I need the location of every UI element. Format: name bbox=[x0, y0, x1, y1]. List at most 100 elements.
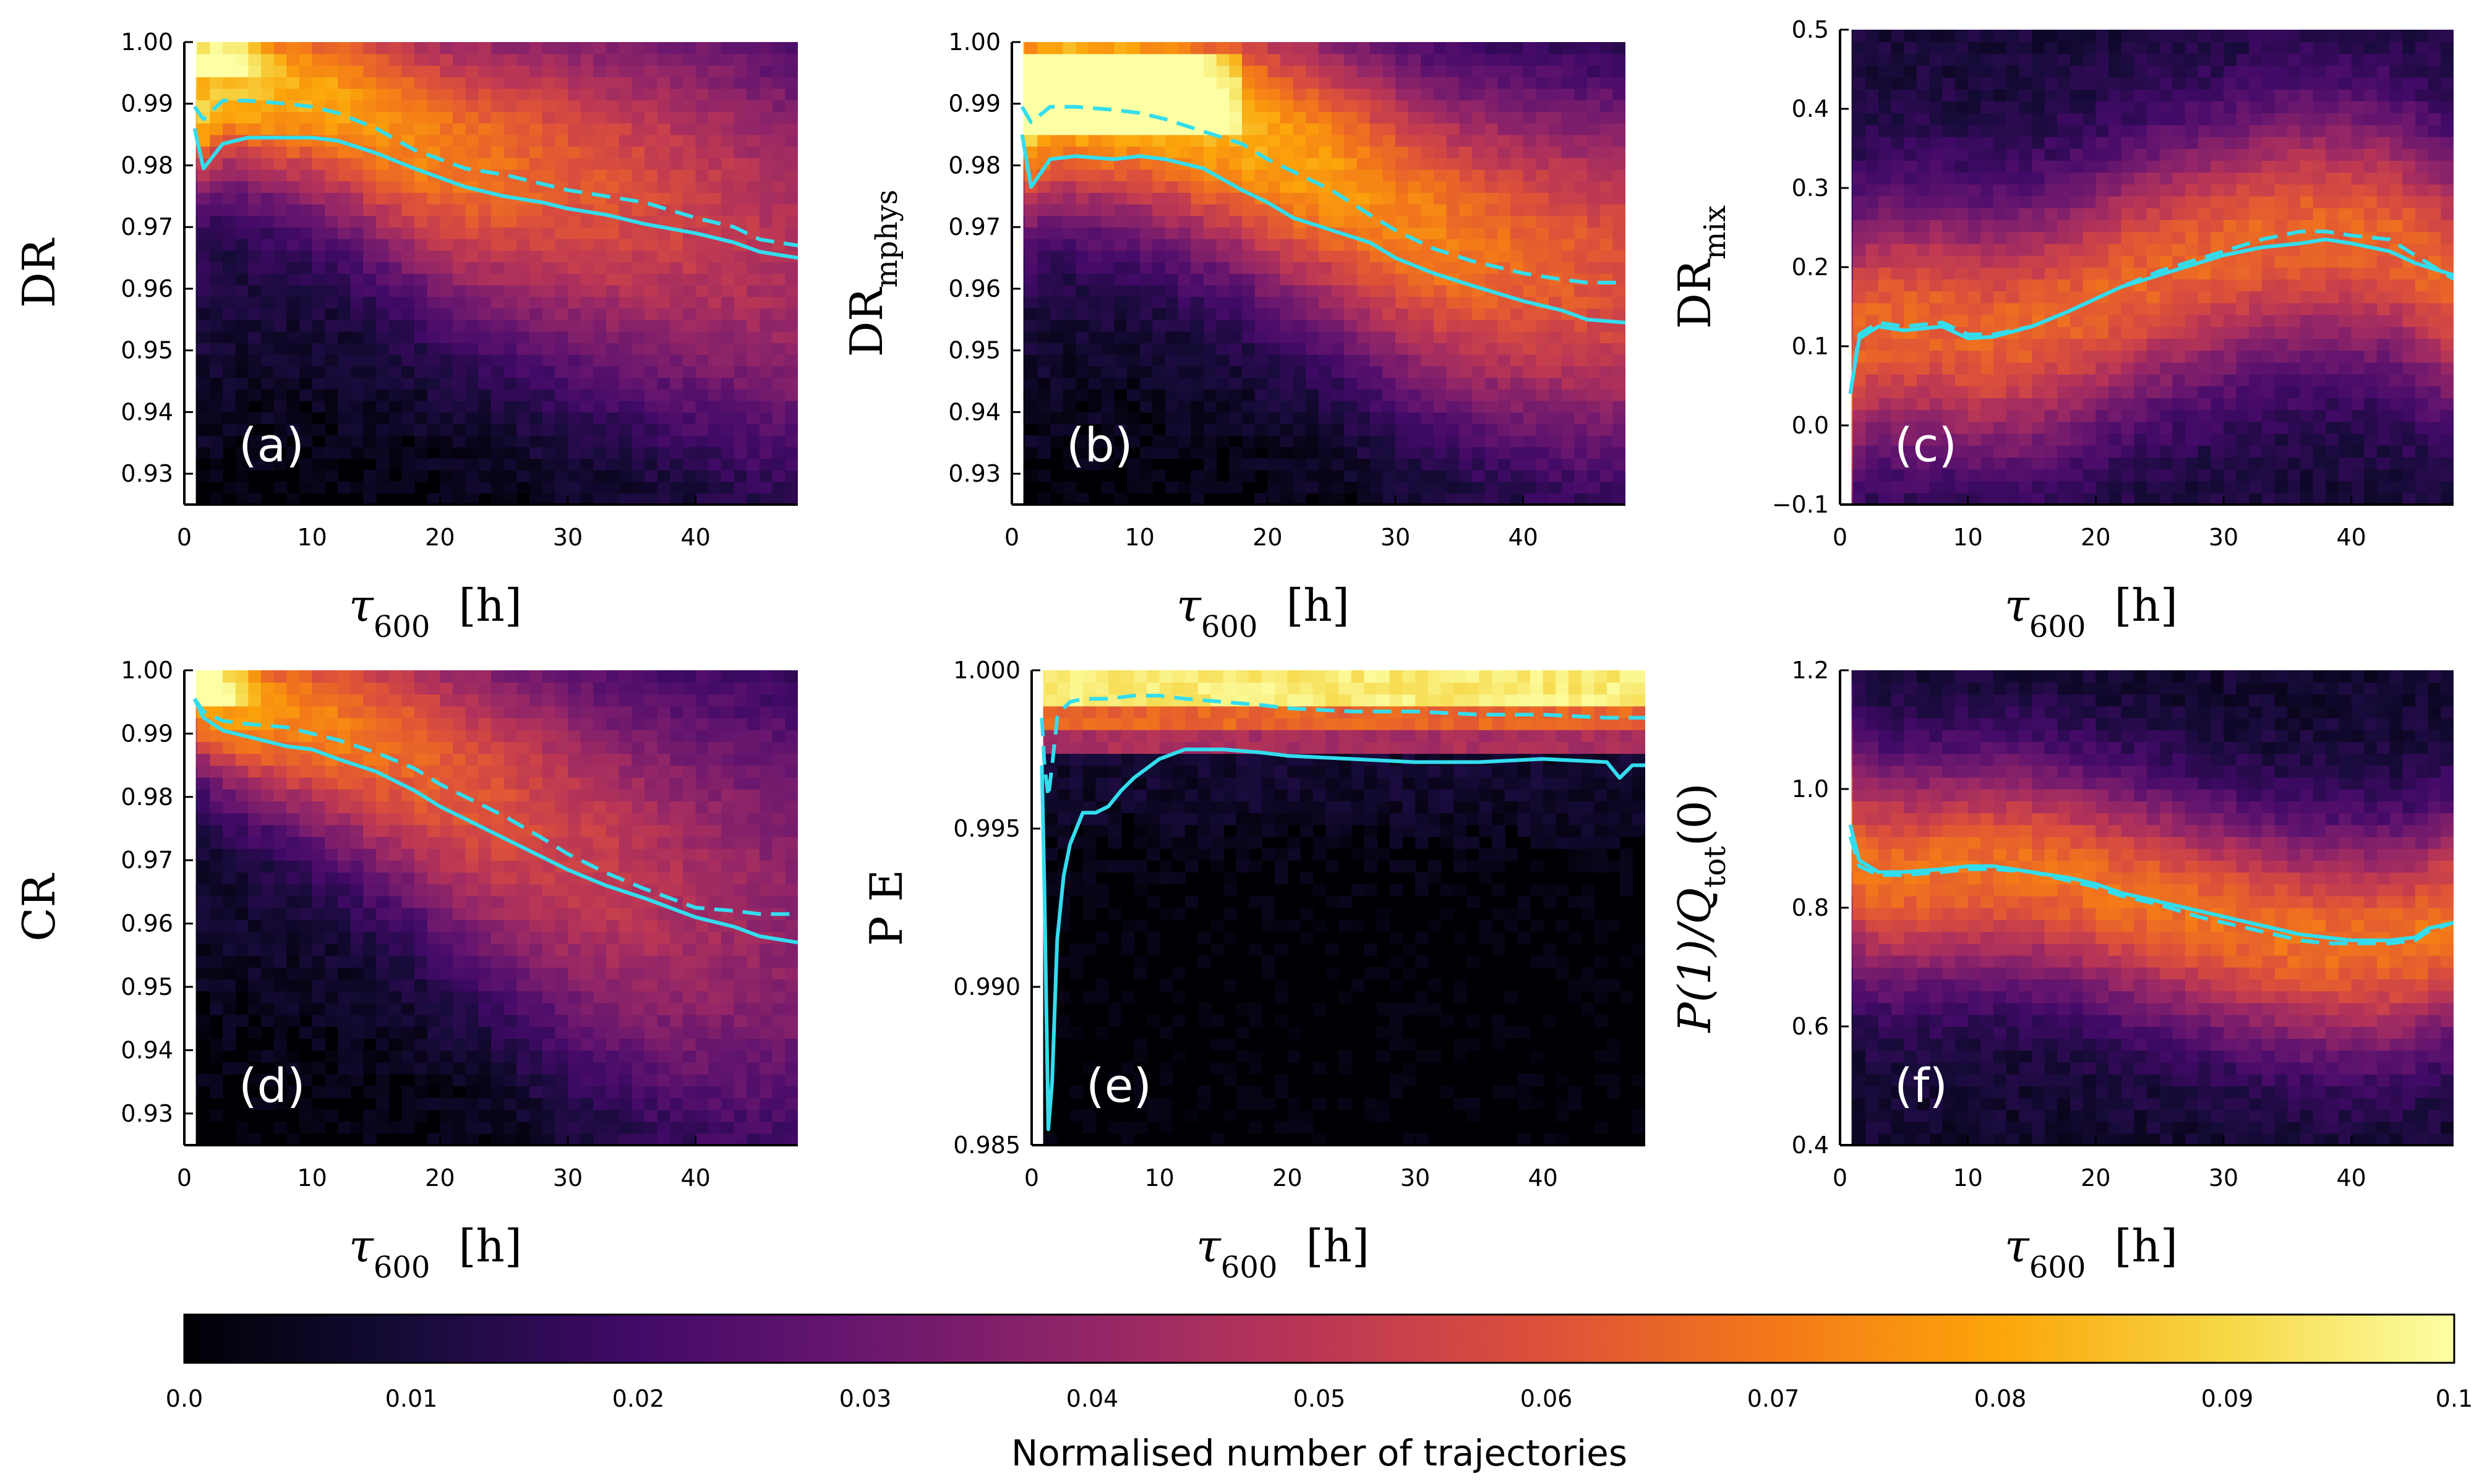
colorbar-tick-label: 0.03 bbox=[839, 1385, 892, 1412]
y-tick-label: 0.5 bbox=[1792, 16, 1829, 43]
colorbar-tick-label: 0.02 bbox=[612, 1385, 665, 1412]
y-tick-label: 0.97 bbox=[121, 846, 173, 874]
panel-label: (e) bbox=[1086, 1058, 1152, 1113]
x-tick-label: 40 bbox=[2336, 1164, 2366, 1192]
y-tick-label: 1.0 bbox=[1792, 775, 1829, 803]
y-tick-label: 0.97 bbox=[948, 213, 1001, 241]
colorbar-title: Normalised number of trajectories bbox=[1011, 1432, 1627, 1474]
series-solid-line bbox=[1020, 134, 1625, 325]
x-tick-label: 30 bbox=[553, 524, 583, 551]
y-tick-label: 1.2 bbox=[1792, 657, 1829, 684]
x-tick-label: 30 bbox=[553, 1164, 583, 1192]
x-tick-label: 20 bbox=[2081, 1164, 2110, 1192]
y-tick-label: 0.96 bbox=[948, 275, 1001, 302]
colorbar-tick-label: 0.07 bbox=[1747, 1385, 1800, 1412]
colorbar-gradient bbox=[183, 1313, 2455, 1364]
panel-e: 0 10 20 30 40 0.985 0.990 0.995 1.000 τ600 [h] P E (… bbox=[860, 657, 1645, 1285]
colorbar-tick-label: 0.05 bbox=[1293, 1385, 1346, 1412]
panel-label: (a) bbox=[239, 417, 304, 472]
x-axis-label: τ600 [h] bbox=[1196, 1220, 1369, 1285]
x-tick-label: 40 bbox=[1508, 524, 1538, 551]
y-tick-label: −0.1 bbox=[1772, 491, 1829, 518]
y-tick-label: 0.93 bbox=[121, 460, 173, 487]
x-tick-label: 0 bbox=[1004, 524, 1019, 551]
series-solid-line bbox=[1848, 237, 2454, 394]
panel-c: 0 10 20 30 40 −0.1 0.0 0.1 0.2 0.3 0.4 0.5 τ600 [h] DR… bbox=[1669, 16, 2454, 644]
y-tick-label: 0.2 bbox=[1792, 254, 1829, 281]
x-tick-label: 30 bbox=[2209, 1164, 2238, 1192]
y-tick-label: 0.98 bbox=[121, 783, 173, 811]
y-tick-label: 0.94 bbox=[948, 398, 1001, 425]
heatmap-e bbox=[1032, 670, 1645, 1145]
panel-a: 0 10 20 30 40 0.93 0.94 0.95 0.96 0.97 0.98 0.99 1.0… bbox=[13, 28, 798, 644]
y-axis-label: DRmix bbox=[1669, 205, 1732, 329]
y-tick-label: 0.985 bbox=[953, 1132, 1021, 1159]
series-dashed-line bbox=[1040, 694, 1645, 799]
x-tick-label: 30 bbox=[2209, 524, 2238, 551]
heatmap-b bbox=[1012, 42, 1625, 505]
y-tick-label: 0.96 bbox=[121, 910, 173, 937]
y-tick-label: 1.00 bbox=[121, 657, 173, 684]
y-tick-label: 0.99 bbox=[948, 90, 1001, 117]
x-axis-label: τ600 [h] bbox=[2005, 1220, 2178, 1285]
panels: 0 10 20 30 40 0.93 0.94 0.95 0.96 0.97 0.98 0.99 1.0… bbox=[13, 16, 2454, 1285]
y-axis-label: DR bbox=[13, 237, 65, 308]
y-tick-label: 0.93 bbox=[121, 1100, 173, 1127]
y-tick-label: 0.990 bbox=[953, 973, 1021, 1000]
x-tick-label: 0 bbox=[1833, 1164, 1847, 1192]
x-tick-label: 20 bbox=[1252, 524, 1282, 551]
x-axis-label: τ600 [h] bbox=[2005, 579, 2178, 644]
x-tick-label: 40 bbox=[2336, 524, 2366, 551]
x-tick-label: 30 bbox=[1400, 1164, 1430, 1192]
y-tick-label: 1.000 bbox=[953, 657, 1021, 684]
colorbar-tick-label: 0.1 bbox=[2436, 1385, 2473, 1412]
y-tick-label: 0.96 bbox=[121, 275, 173, 302]
series-solid-line bbox=[192, 127, 798, 260]
panel-label: (f) bbox=[1894, 1058, 1948, 1113]
y-axis-label: P E bbox=[860, 869, 912, 946]
colorbar-ticks: 0.0 0.01 0.02 0.03 0.04 0.05 0.06 0.07 0.08 0.09 0… bbox=[166, 1385, 2473, 1412]
panel-label: (d) bbox=[239, 1058, 306, 1113]
y-tick-label: 0.99 bbox=[121, 90, 173, 117]
series-dashed-line bbox=[1020, 104, 1625, 284]
x-tick-label: 10 bbox=[1124, 524, 1154, 551]
x-tick-label: 20 bbox=[425, 524, 455, 551]
x-tick-label: 0 bbox=[177, 1164, 192, 1192]
x-tick-label: 0 bbox=[1024, 1164, 1039, 1192]
y-tick-label: 0.6 bbox=[1792, 1013, 1829, 1040]
colorbar-tick-label: 0.04 bbox=[1066, 1385, 1119, 1412]
x-tick-label: 10 bbox=[1144, 1164, 1174, 1192]
x-tick-label: 10 bbox=[297, 524, 327, 551]
y-axis-label: CR bbox=[13, 873, 65, 942]
heatmap-c bbox=[1840, 30, 2454, 505]
panel-b: 0 10 20 30 40 0.93 0.94 0.95 0.96 0.97 0.98 0.99 1.0… bbox=[841, 28, 1625, 644]
y-axis-label: P(1)/Qtot(0) bbox=[1669, 783, 1732, 1033]
x-tick-label: 0 bbox=[177, 524, 192, 551]
x-tick-label: 30 bbox=[1380, 524, 1410, 551]
series-solid-line bbox=[192, 697, 798, 945]
y-tick-label: 0.93 bbox=[948, 460, 1001, 487]
y-tick-label: 0.95 bbox=[948, 337, 1001, 364]
x-tick-label: 40 bbox=[680, 524, 710, 551]
series-dashed-line bbox=[193, 697, 798, 916]
series-dashed-line bbox=[1848, 835, 2454, 945]
y-tick-label: 1.00 bbox=[948, 28, 1001, 56]
x-tick-label: 10 bbox=[1953, 1164, 1982, 1192]
x-tick-label: 10 bbox=[297, 1164, 327, 1192]
series-dashed-line bbox=[193, 98, 798, 248]
colorbar-tick-label: 0.01 bbox=[385, 1385, 438, 1412]
panel-f: 0 10 20 30 40 0.4 0.6 0.8 1.0 1.2 τ600 [h] P(1)/Qtot… bbox=[1669, 657, 2454, 1285]
y-tick-label: 0.98 bbox=[121, 151, 173, 179]
panel-label: (c) bbox=[1894, 417, 1957, 472]
y-tick-label: 0.98 bbox=[948, 151, 1001, 179]
y-tick-label: 0.94 bbox=[121, 1036, 173, 1064]
y-tick-label: 0.97 bbox=[121, 213, 173, 241]
panel-label: (b) bbox=[1066, 417, 1133, 472]
heatmap-d bbox=[184, 670, 798, 1145]
x-axis-label: τ600 [h] bbox=[349, 1220, 522, 1285]
heatmap-a bbox=[184, 42, 798, 505]
x-tick-label: 20 bbox=[1272, 1164, 1302, 1192]
colorbar-tick-label: 0.06 bbox=[1520, 1385, 1573, 1412]
y-tick-label: 0.3 bbox=[1792, 174, 1829, 202]
